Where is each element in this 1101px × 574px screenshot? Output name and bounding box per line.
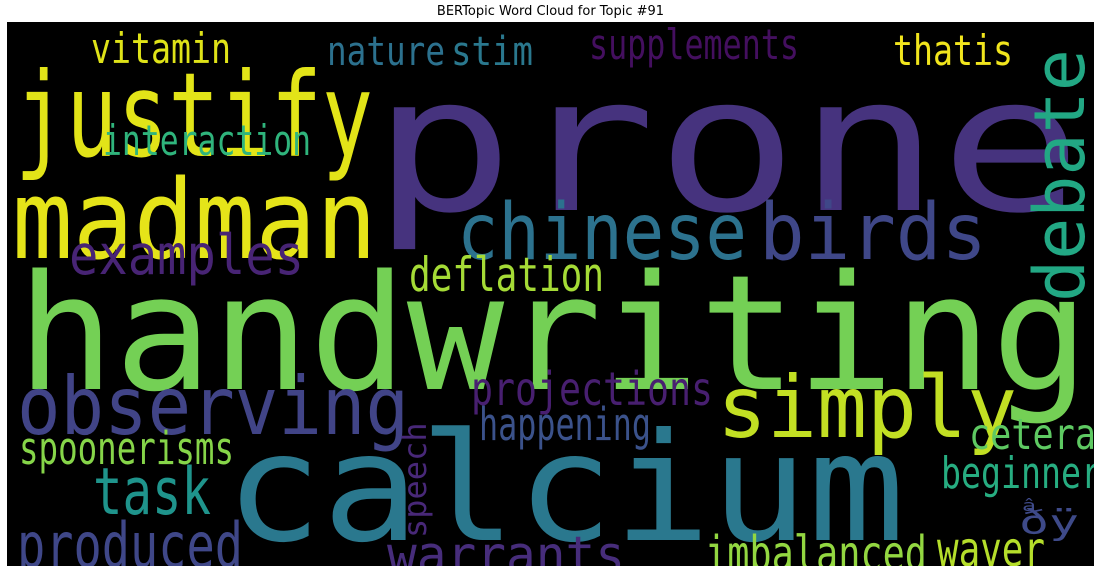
word-deflation: deflation — [409, 248, 604, 303]
word-vitamin: vitamin — [91, 24, 231, 73]
word-spoonerisms: spoonerisms — [19, 422, 234, 475]
word-dy: ðÿ — [1019, 503, 1079, 543]
word-thatis: thatis — [893, 26, 1013, 75]
word-task: task — [93, 455, 211, 530]
word-interaction: interaction — [103, 116, 311, 165]
word-prone: prone — [372, 36, 1082, 255]
word-justify: justify — [15, 47, 373, 184]
word-produced: produced — [17, 509, 243, 567]
word-waver: waver — [937, 522, 1045, 566]
word-calcium: calcium — [225, 402, 906, 566]
word-warrants: warrants — [387, 526, 625, 566]
word-debate: debate — [1018, 49, 1094, 302]
word-projections: projections — [471, 362, 713, 416]
word-stim: stim — [451, 29, 533, 75]
word-handwriting: handwriting — [17, 240, 1089, 427]
word-birds: birds — [759, 188, 987, 278]
word-supplements: supplements — [589, 22, 799, 69]
word-cetera: cetera — [969, 410, 1094, 460]
word-imbalanced: imbalanced — [705, 526, 927, 566]
word-speech: speech — [396, 422, 434, 538]
word-a: â — [1022, 496, 1036, 515]
word-beginner: beginner — [941, 448, 1094, 499]
word-happening: happening — [479, 398, 651, 451]
chart-title: BERTopic Word Cloud for Topic #91 — [436, 4, 665, 19]
word-simply: simply — [717, 358, 1017, 458]
word-examples: examples — [69, 223, 304, 287]
word-chinese: chinese — [457, 188, 747, 278]
word-nature: nature — [327, 29, 445, 75]
word-madman: madman — [12, 156, 377, 284]
word-cloud-canvas: prone handwriting calcium justify madman… — [7, 22, 1094, 566]
word-observing: observing — [17, 360, 409, 453]
